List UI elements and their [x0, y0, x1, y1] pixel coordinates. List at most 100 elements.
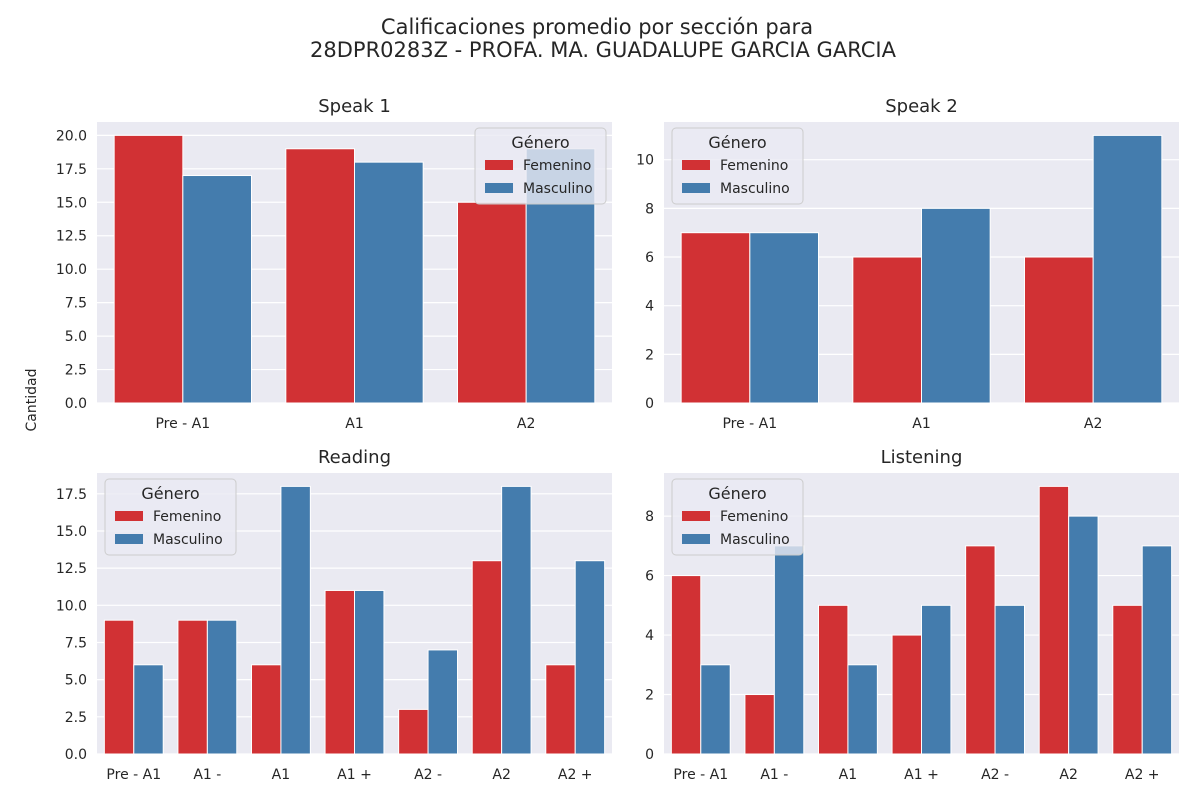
y-tick-label: 0.0: [65, 396, 87, 412]
bar-femenino-1: [177, 619, 208, 755]
y-tick-label: 2.5: [65, 363, 87, 379]
panel-title: Speak 2: [885, 96, 958, 117]
bar-masculino-6: [574, 560, 606, 755]
x-tick-label: A1 +: [337, 767, 372, 783]
x-tick-label: A1 -: [760, 767, 788, 783]
bar-femenino-1: [744, 694, 775, 755]
y-tick-label: 8: [645, 509, 654, 525]
legend-swatch-femenino: [115, 511, 143, 521]
x-tick-label: Pre - A1: [106, 767, 161, 783]
bar-femenino-6: [545, 664, 576, 755]
y-tick-label: 20.0: [56, 128, 87, 144]
y-tick-label: 17.5: [56, 487, 87, 503]
legend-title: Género: [708, 133, 766, 152]
y-tick-label: 6: [645, 569, 654, 585]
bar-femenino-2: [1024, 256, 1094, 404]
y-tick-label: 5.0: [65, 673, 87, 689]
legend-swatch-masculino: [682, 534, 710, 544]
y-tick-label: 10.0: [56, 262, 87, 278]
panel-3: 0 2 4 6 8 Pre - A1 A1 - A1 A1 + A2 - A2 A2 + Listeni…: [645, 447, 1179, 783]
bar-femenino-2: [251, 664, 282, 755]
y-tick-label: 10.0: [56, 598, 87, 614]
bar-masculino-1: [773, 545, 805, 755]
panel-2: 0.0 2.5 5.0 7.5 10.0 12.5 15.0 17.5 Pre - A1 A1 -…: [56, 447, 612, 783]
bar-femenino-4: [398, 708, 429, 755]
x-tick-label: Pre - A1: [673, 767, 728, 783]
bar-masculino-0: [749, 232, 819, 404]
bar-masculino-2: [1092, 134, 1163, 404]
legend-swatch-masculino: [682, 183, 710, 193]
x-tick-label: A2 -: [414, 767, 442, 783]
y-tick-label: 4: [645, 299, 654, 315]
x-tick-label: Pre - A1: [722, 416, 777, 432]
bar-femenino-0: [670, 575, 702, 755]
x-tick-label: A2: [1059, 767, 1077, 783]
bar-femenino-4: [965, 545, 996, 755]
bar-femenino-0: [103, 619, 135, 755]
y-tick-label: 0: [645, 396, 654, 412]
bar-masculino-1: [354, 161, 424, 404]
bar-masculino-3: [921, 604, 952, 755]
y-tick-label: 6: [645, 250, 654, 266]
bar-femenino-3: [891, 634, 922, 755]
x-tick-label: A1 -: [193, 767, 221, 783]
bar-masculino-6: [1141, 545, 1173, 755]
legend-title: Género: [511, 133, 569, 152]
x-tick-label: A1: [272, 767, 290, 783]
bar-femenino-1: [852, 256, 922, 404]
bar-masculino-0: [182, 175, 252, 404]
x-tick-label: A1: [912, 416, 930, 432]
x-tick-label: A2 +: [1125, 767, 1160, 783]
bar-masculino-2: [847, 664, 878, 755]
x-tick-label: A1: [345, 416, 363, 432]
legend: Género Femenino Masculino: [474, 127, 607, 205]
y-tick-label: 5.0: [65, 329, 87, 345]
bar-femenino-2: [818, 604, 849, 755]
legend-entry-masculino: Masculino: [153, 532, 223, 548]
legend-entry-femenino: Femenino: [153, 509, 221, 525]
legend: Género Femenino Masculino: [104, 478, 237, 556]
y-tick-label: 7.5: [65, 635, 87, 651]
y-tick-label: 12.5: [56, 561, 87, 577]
legend: Género Femenino Masculino: [671, 478, 804, 556]
bar-masculino-5: [501, 485, 532, 755]
x-tick-label: A2 -: [981, 767, 1009, 783]
x-tick-label: A2: [517, 416, 535, 432]
y-tick-label: 4: [645, 628, 654, 644]
x-tick-label: A2: [1084, 416, 1102, 432]
y-tick-label: 15.0: [56, 524, 87, 540]
legend-entry-masculino: Masculino: [523, 181, 593, 197]
x-tick-label: Pre - A1: [155, 416, 210, 432]
bar-masculino-0: [133, 664, 164, 755]
y-tick-label: 0: [645, 747, 654, 763]
bar-femenino-0: [113, 134, 184, 404]
figure-title-line2: 28DPR0283Z - PROFA. MA. GUADALUPE GARCIA…: [310, 38, 897, 62]
y-tick-label: 10: [636, 153, 654, 169]
bar-masculino-1: [921, 207, 991, 404]
bar-femenino-2: [457, 201, 527, 404]
legend-swatch-femenino: [682, 160, 710, 170]
bar-femenino-5: [471, 560, 503, 755]
y-axis-label: Cantidad: [24, 369, 40, 432]
legend-entry-femenino: Femenino: [523, 158, 591, 174]
panel-0: 0.0 2.5 5.0 7.5 10.0 12.5 15.0 17.5 20.0 Pre - A1…: [56, 96, 612, 432]
x-tick-label: A2: [492, 767, 510, 783]
bar-masculino-4: [427, 649, 459, 755]
x-tick-label: A1: [839, 767, 857, 783]
legend-swatch-femenino: [485, 160, 513, 170]
y-tick-label: 2: [645, 688, 654, 704]
figure-title-line1: Calificaciones promedio por sección para: [381, 15, 813, 39]
bar-masculino-4: [994, 604, 1025, 755]
y-tick-label: 0.0: [65, 747, 87, 763]
y-tick-label: 2.5: [65, 710, 87, 726]
bar-masculino-3: [354, 589, 385, 755]
panel-title: Listening: [881, 447, 963, 468]
bar-femenino-1: [285, 148, 356, 404]
legend-swatch-masculino: [485, 183, 513, 193]
legend-swatch-femenino: [682, 511, 710, 521]
legend-title: Género: [141, 484, 199, 503]
y-tick-label: 8: [645, 201, 654, 217]
y-tick-label: 2: [645, 347, 654, 363]
